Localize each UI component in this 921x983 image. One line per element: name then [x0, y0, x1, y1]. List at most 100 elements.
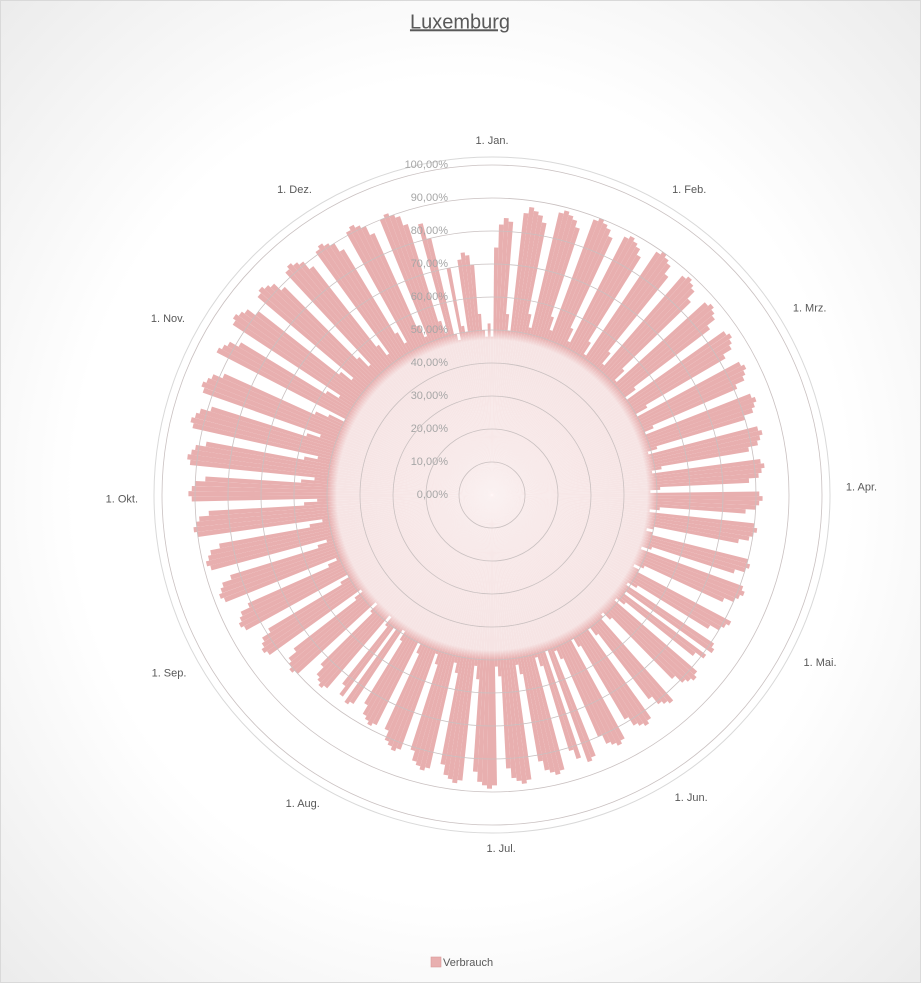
- y-tick-label: 80,00%: [411, 225, 449, 237]
- radar-wedge: [425, 495, 492, 769]
- radar-wedge: [492, 495, 715, 648]
- radar-wedge: [492, 495, 561, 775]
- radar-wedge: [492, 361, 742, 495]
- radar-wedge: [457, 259, 492, 495]
- radar-wedge: [492, 210, 570, 495]
- radar-wedge: [492, 218, 605, 496]
- radar-wedge: [199, 495, 492, 522]
- category-label: 1. Jul.: [486, 843, 515, 855]
- radar-wedge: [492, 303, 714, 495]
- radar-wedge: [452, 495, 492, 784]
- radar-wedge: [482, 330, 492, 495]
- radar-wedge: [492, 495, 548, 652]
- radar-wedge: [367, 495, 492, 726]
- radar-wedge: [317, 456, 492, 495]
- radar-wedge: [492, 495, 722, 631]
- radar-wedge: [492, 247, 499, 495]
- radar-wedge: [492, 345, 732, 495]
- radar-wedge: [492, 223, 608, 495]
- radar-wedge: [356, 357, 492, 495]
- radar-wedge: [492, 275, 687, 495]
- y-tick-label: 20,00%: [411, 423, 449, 435]
- radar-wedge: [318, 495, 492, 689]
- radar-wedge: [492, 495, 746, 514]
- radar-wedge: [205, 476, 492, 495]
- radar-wedge: [492, 495, 544, 667]
- radar-wedge: [492, 495, 725, 602]
- radar-wedge: [206, 377, 493, 495]
- radar-wedge: [403, 223, 492, 496]
- radar-wedge: [492, 495, 662, 705]
- radar-wedge: [492, 210, 539, 495]
- radar-wedge: [492, 397, 627, 495]
- radar-wedge: [412, 495, 492, 762]
- radar-wedge: [492, 470, 653, 495]
- radar-wedge: [211, 374, 492, 495]
- radar-wedge: [492, 451, 649, 495]
- radar-wedge: [492, 495, 511, 769]
- radar-wedge: [368, 364, 492, 495]
- radar-wedge: [492, 495, 517, 779]
- category-label: 1. Dez.: [277, 184, 312, 196]
- radar-wedge: [345, 230, 492, 495]
- radar-wedge: [389, 495, 492, 618]
- radar-wedge: [322, 495, 492, 523]
- radar-wedge: [492, 495, 744, 591]
- radar-wedge: [492, 468, 762, 495]
- radar-wedge: [492, 330, 511, 495]
- radar-wedge: [257, 292, 492, 495]
- radar-wedge: [492, 495, 629, 720]
- radar-wedge: [492, 495, 697, 681]
- radar-wedge: [344, 419, 492, 495]
- radar-wedge: [342, 495, 492, 687]
- radar-wedge: [220, 495, 492, 594]
- radar-wedge: [492, 430, 763, 495]
- radar-wedge: [492, 495, 736, 603]
- radar-wedge: [492, 368, 625, 495]
- radar-wedge: [219, 495, 492, 549]
- y-tick-label: 30,00%: [411, 390, 449, 402]
- radar-wedge: [492, 251, 667, 495]
- radar-wedge: [492, 263, 671, 495]
- radar-wedge: [492, 408, 754, 495]
- radar-wedge: [492, 495, 557, 652]
- grid-ring: [161, 164, 823, 826]
- y-tick-label: 60,00%: [411, 291, 449, 303]
- radar-wedge: [239, 495, 492, 622]
- radar-wedge: [244, 309, 492, 495]
- y-tick-label: 40,00%: [411, 357, 449, 369]
- radar-wedge: [492, 495, 625, 741]
- radar-wedge: [395, 216, 492, 495]
- radar-wedge: [348, 224, 492, 496]
- radar-wedge: [389, 214, 492, 495]
- radar-wedge: [492, 221, 514, 495]
- radar-wedge: [419, 495, 492, 771]
- legend: Verbrauch: [430, 956, 493, 969]
- grid-ring: [458, 461, 526, 529]
- radar-wedge: [492, 396, 757, 495]
- radar-wedge: [492, 495, 653, 700]
- radar-wedge: [492, 495, 652, 721]
- radar-wedge: [492, 495, 550, 771]
- radar-wedge: [492, 495, 617, 601]
- radar-wedge: [191, 495, 492, 502]
- radar-wedge: [492, 370, 746, 495]
- chart-title: Luxemburg: [410, 11, 510, 33]
- radar-wedge: [492, 222, 547, 495]
- radar-wedge: [492, 447, 750, 495]
- radar-wedge: [492, 495, 735, 574]
- radar-wedge: [349, 495, 492, 705]
- radar-wedge: [492, 251, 661, 495]
- radar-wedge: [492, 316, 554, 495]
- radar-wedge: [492, 478, 750, 495]
- radar-wedge: [286, 263, 492, 495]
- radar-wedge: [299, 261, 492, 495]
- radar-wedge: [492, 495, 745, 597]
- radar-wedge: [453, 495, 492, 663]
- radar-wedge: [355, 225, 492, 495]
- radar-wedge: [492, 341, 591, 495]
- radar-wedge: [492, 495, 603, 737]
- y-tick-label: 70,00%: [411, 258, 449, 270]
- category-label: 1. Okt.: [106, 493, 138, 505]
- radar-wedge: [294, 495, 492, 674]
